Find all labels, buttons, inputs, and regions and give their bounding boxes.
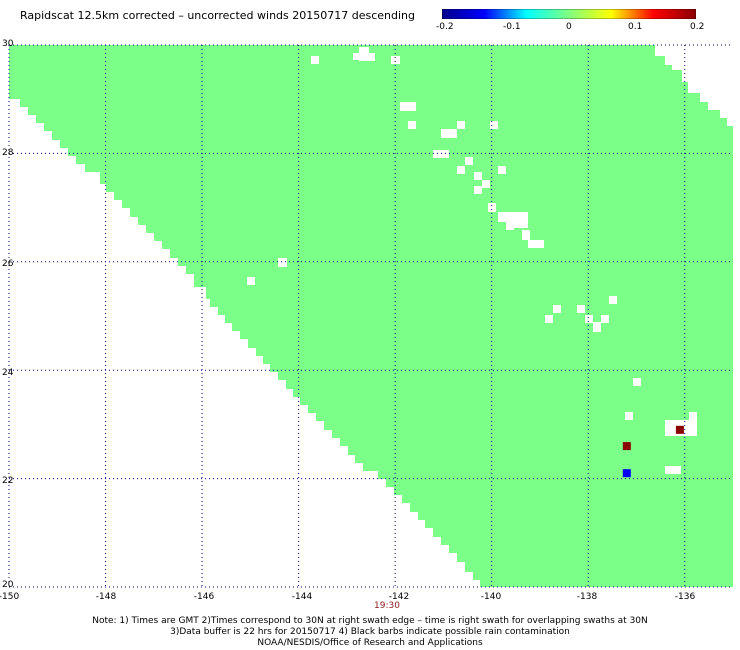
lon-label: -146 [193, 592, 215, 602]
missing-cell [625, 412, 633, 420]
missing-cell [689, 412, 697, 420]
missing-cell [498, 212, 514, 222]
anomaly-cells [622, 425, 684, 478]
anomaly-cell [675, 425, 684, 434]
missing-cell [391, 56, 400, 64]
missing-cell [585, 315, 593, 323]
missing-cell [474, 186, 482, 194]
missing-cell [482, 180, 490, 188]
wind-field [9, 45, 733, 587]
missing-cell [311, 56, 319, 64]
missing-cell [433, 150, 449, 158]
missing-cell [353, 53, 359, 60]
colorbar-label: -0.1 [503, 22, 521, 32]
colorbar-gradient [442, 9, 696, 19]
lat-label: 20 [2, 580, 14, 590]
lat-lon-grid [8, 44, 733, 588]
lon-label: -140 [480, 592, 502, 602]
missing-cell [474, 172, 482, 180]
missing-cell [553, 305, 561, 313]
colorbar-label: 0.1 [628, 22, 643, 32]
missing-cell [457, 166, 465, 174]
missing-cell [528, 240, 544, 248]
wind-field-area [9, 45, 733, 587]
missing-cell [488, 203, 496, 212]
colorbar-label: -0.2 [436, 22, 454, 32]
colorbar-label: 0 [566, 22, 572, 32]
missing-cell [593, 322, 601, 332]
lon-label: -142 [388, 592, 410, 602]
missing-cell [278, 258, 287, 267]
lat-label: 26 [2, 259, 14, 269]
missing-cell [408, 121, 416, 129]
missing-cell [506, 220, 514, 230]
footnote-line-2: 3)Data buffer is 22 hrs for 20150717 4) … [170, 627, 570, 637]
missing-cell [498, 166, 506, 174]
missing-cell [609, 296, 617, 304]
missing-cell [457, 121, 465, 129]
lat-label: 28 [2, 148, 14, 158]
missing-cell [490, 121, 498, 129]
lon-label: -138 [576, 592, 598, 602]
map-title: Rapidscat 12.5km corrected – uncorrected… [20, 9, 416, 22]
footnote-line-1: Note: 1) Times are GMT 2)Times correspon… [92, 616, 648, 626]
lat-label: 24 [2, 368, 14, 378]
lon-label: -150 [0, 592, 20, 602]
missing-cell [633, 378, 641, 386]
missing-cell [665, 466, 681, 474]
missing-cell [441, 129, 457, 138]
lon-label: -136 [674, 592, 696, 602]
missing-cell [247, 277, 255, 285]
missing-cell [522, 230, 530, 240]
missing-cell [400, 102, 416, 111]
missing-cell [577, 305, 585, 313]
lon-label: -148 [95, 592, 117, 602]
missing-cell [369, 53, 375, 61]
swath-time-label: 19:30 [374, 601, 400, 611]
lon-label: -144 [291, 592, 313, 602]
missing-cell [514, 212, 528, 228]
missing-cell [545, 315, 553, 323]
missing-cell [601, 315, 609, 323]
colorbar [442, 9, 696, 19]
missing-cell [465, 157, 473, 165]
lat-label: 30 [2, 39, 14, 49]
anomaly-cell [622, 469, 631, 478]
missing-cell [359, 47, 369, 61]
lat-label: 22 [2, 476, 14, 486]
anomaly-cell [622, 442, 631, 451]
colorbar-label: 0.2 [690, 22, 705, 32]
footnote-line-3: NOAA/NESDIS/Office of Research and Appli… [257, 638, 483, 648]
